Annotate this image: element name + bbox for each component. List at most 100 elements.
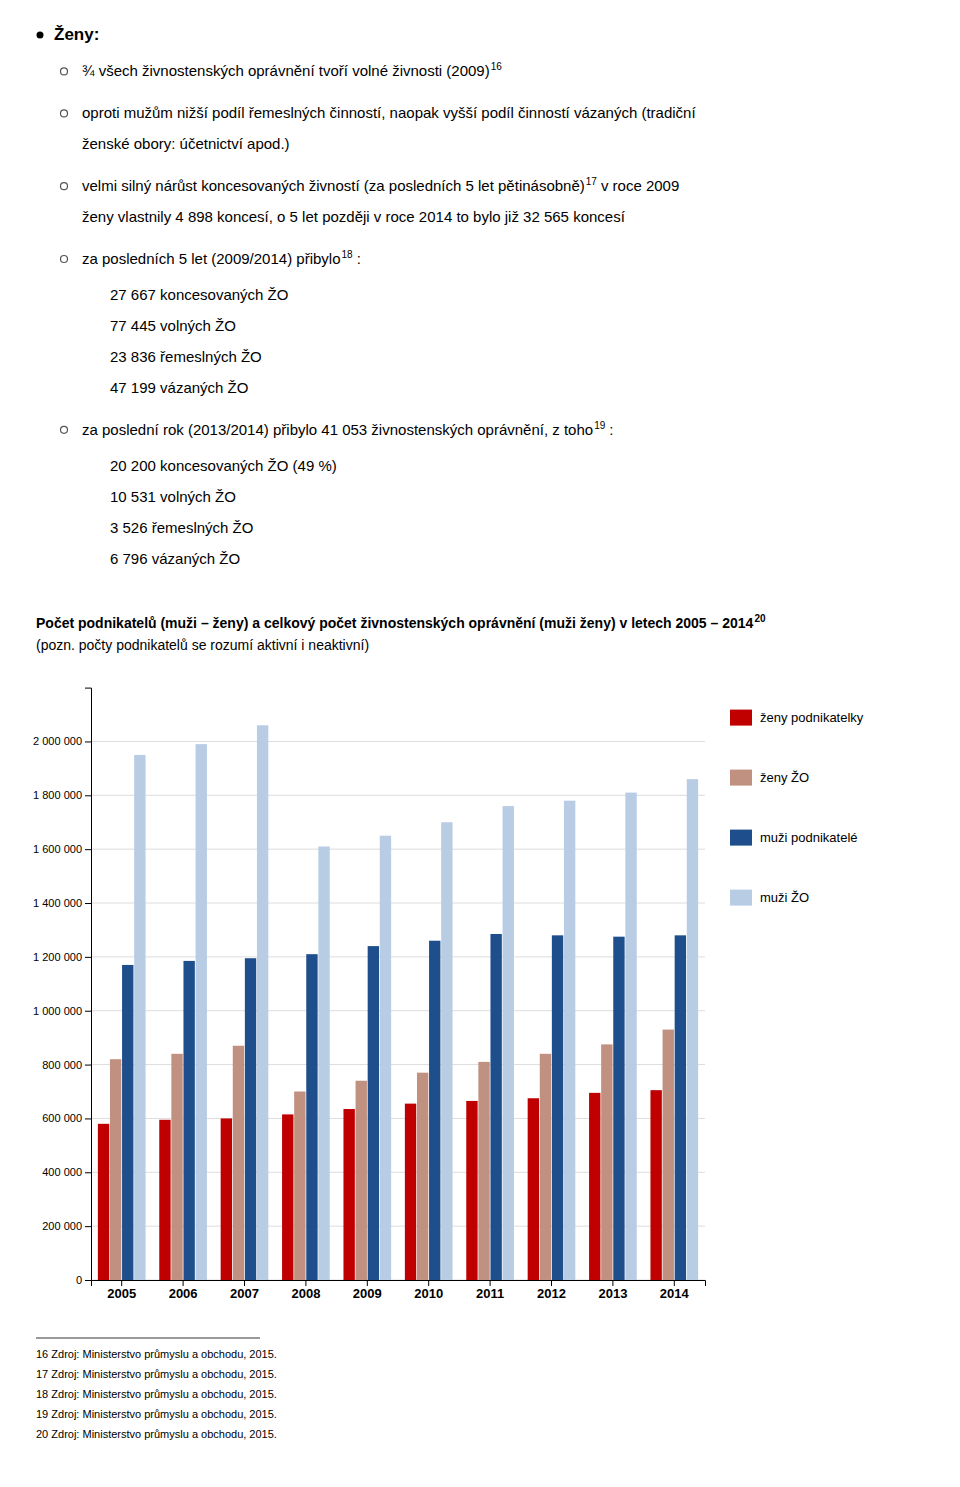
x-tick-label: 2006 xyxy=(169,1286,198,1301)
superscript: 16 xyxy=(491,61,503,72)
y-tick: 1 800 000 xyxy=(33,789,91,801)
legend-swatch xyxy=(730,830,752,846)
bar xyxy=(245,958,256,1280)
y-tick: 1 200 000 xyxy=(33,951,91,963)
x-tick: 2012 xyxy=(537,1280,566,1301)
grid-line xyxy=(91,795,705,796)
legend-item: muži podnikatelé xyxy=(730,830,858,846)
bar xyxy=(380,836,391,1280)
y-tick-label: 1 600 000 xyxy=(33,843,82,855)
bar xyxy=(257,725,268,1280)
bar xyxy=(540,1054,551,1280)
y-tick: 600 000 xyxy=(42,1112,91,1124)
bar xyxy=(196,744,207,1280)
body-text: ženy vlastnily 4 898 koncesí, o 5 let po… xyxy=(82,208,626,225)
title: Počet podnikatelů (muži – ženy) a celkov… xyxy=(36,613,766,631)
y-tick: 0 xyxy=(76,1274,91,1286)
bar xyxy=(564,801,575,1280)
x-tick: 2011 xyxy=(476,1280,504,1301)
legend-label: muži podnikatelé xyxy=(760,830,858,845)
x-tick-mark xyxy=(490,1280,491,1286)
superscript: 18 xyxy=(342,249,354,260)
bar xyxy=(675,935,686,1280)
bar-series xyxy=(134,725,698,1280)
body-text-part: : xyxy=(609,421,613,438)
y-tick: 1 000 000 xyxy=(33,1005,91,1017)
bars xyxy=(98,725,698,1280)
subtitle: (pozn. počty podnikatelů se rozumí aktiv… xyxy=(36,637,369,653)
bar xyxy=(221,1118,232,1280)
x-tick: 2014 xyxy=(660,1280,690,1301)
y-tick-label: 2 000 000 xyxy=(33,735,82,747)
y-tick-mark xyxy=(85,957,91,958)
bar xyxy=(294,1092,305,1280)
y-tick-mark xyxy=(85,795,91,796)
list-item: 10 531 volných ŽO xyxy=(110,488,236,505)
sub-bullet xyxy=(61,183,68,190)
bar xyxy=(478,1062,489,1280)
bar xyxy=(98,1124,109,1280)
grid-line xyxy=(91,903,705,904)
grid-line xyxy=(91,1172,705,1173)
list-item: 77 445 volných ŽO xyxy=(110,317,236,334)
title-part: Počet podnikatelů (muži – ženy) a celkov… xyxy=(36,615,754,631)
superscript: 17 xyxy=(586,176,598,187)
x-tick: 2006 xyxy=(169,1280,198,1301)
legend-label: ženy ŽO xyxy=(760,770,809,785)
x-tick-label: 2010 xyxy=(414,1286,443,1301)
bar xyxy=(306,954,317,1280)
y-tick: 800 000 xyxy=(42,1059,91,1071)
body-text-part: ženské obory: účetnictví apod.) xyxy=(82,135,290,152)
bar xyxy=(171,1054,182,1280)
superscript: 20 xyxy=(754,613,766,624)
grid-line xyxy=(91,1226,705,1227)
y-tick-label: 400 000 xyxy=(42,1166,82,1178)
body-text: ženské obory: účetnictví apod.) xyxy=(82,135,290,152)
y-tick-label: 1 400 000 xyxy=(33,897,82,909)
footnotes: 16 Zdroj: Ministerstvo průmyslu a obchod… xyxy=(36,1338,277,1440)
x-tick-mark xyxy=(244,1280,245,1286)
x-tick-mark xyxy=(674,1280,675,1286)
footnote: 16 Zdroj: Ministerstvo průmyslu a obchod… xyxy=(36,1348,277,1360)
y-tick: 200 000 xyxy=(42,1220,91,1232)
grid xyxy=(91,741,705,1280)
footnote-separator xyxy=(36,1338,260,1339)
bar xyxy=(405,1104,416,1280)
page: Ženy:¾ všech živnostenských oprávnění tv… xyxy=(0,0,960,1487)
bar xyxy=(183,961,194,1280)
bar xyxy=(429,941,440,1280)
y-tick-mark xyxy=(85,741,91,742)
x-tick-mark xyxy=(551,1280,552,1286)
grid-line xyxy=(91,1118,705,1119)
x-tick-label: 2007 xyxy=(230,1286,259,1301)
bar xyxy=(441,822,452,1280)
sub-bullet xyxy=(61,68,68,75)
bar xyxy=(159,1120,170,1280)
y-tick-label: 1 200 000 xyxy=(33,951,82,963)
bar xyxy=(528,1098,539,1280)
y-tick-mark xyxy=(85,1065,91,1066)
y-tick-mark xyxy=(85,1172,91,1173)
bar xyxy=(601,1044,612,1280)
x-tick-mark xyxy=(121,1280,122,1286)
grid-line xyxy=(91,1064,705,1065)
y-axis: 0 200 000 400 000 600 000 800 000 1 000 000 1 … xyxy=(33,688,91,1286)
x-tick-mark xyxy=(305,1280,306,1286)
bar xyxy=(490,934,501,1280)
body-text: za poslední rok (2013/2014) přibylo 41 0… xyxy=(82,420,613,438)
legend-label: muži ŽO xyxy=(760,890,809,905)
legend: ženy podnikatelkyženy ŽOmuži podnikatelé… xyxy=(730,710,864,906)
bar xyxy=(356,1081,367,1280)
y-tick-mark xyxy=(85,849,91,850)
footnote: 20 Zdroj: Ministerstvo průmyslu a obchod… xyxy=(36,1428,277,1440)
x-tick-mark xyxy=(612,1280,613,1286)
bar xyxy=(368,946,379,1280)
sub-bullet xyxy=(61,256,68,263)
legend-swatch xyxy=(730,770,752,786)
bar xyxy=(134,755,145,1280)
bar xyxy=(503,806,514,1280)
bar xyxy=(687,779,698,1280)
grid-line xyxy=(91,849,705,850)
y-tick-mark xyxy=(85,1226,91,1227)
x-tick-mark xyxy=(367,1280,368,1286)
